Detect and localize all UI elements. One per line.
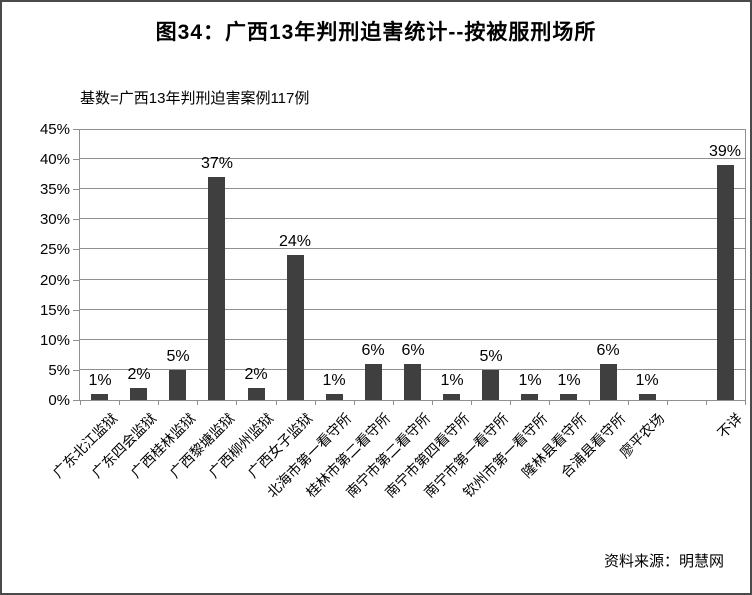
y-axis-tick-label: 20% — [39, 272, 70, 289]
bar — [521, 394, 538, 400]
y-axis-tick-label: 15% — [39, 302, 70, 319]
y-axis-tick — [73, 280, 80, 281]
y-axis-tick-label: 0% — [48, 392, 70, 409]
x-axis-tick — [510, 400, 511, 405]
bar-value-label: 1% — [88, 372, 112, 389]
bar-value-label: 5% — [479, 348, 503, 365]
chart-subtitle: 基数=广西13年判刑迫害案例117例 — [80, 90, 310, 107]
gridline — [80, 188, 745, 189]
bar-value-label: 1% — [557, 372, 581, 389]
x-axis-tick — [589, 400, 590, 405]
y-axis-tick-label: 45% — [39, 121, 70, 138]
x-axis-tick — [549, 400, 550, 405]
x-axis-label: 不详 — [714, 410, 746, 442]
y-axis-tick — [73, 219, 80, 220]
bar — [248, 388, 265, 400]
x-axis-tick — [628, 400, 629, 405]
y-axis-tick — [73, 340, 80, 341]
bar-value-label: 37% — [200, 155, 234, 172]
gridline — [80, 218, 745, 219]
bar-value-label: 6% — [361, 342, 385, 359]
x-axis-tick — [158, 400, 159, 405]
x-axis-tick — [667, 400, 668, 405]
y-axis-tick — [73, 400, 80, 401]
y-axis-tick — [73, 189, 80, 190]
bar — [560, 394, 577, 400]
x-axis-tick — [393, 400, 394, 405]
gridline — [80, 129, 745, 130]
x-axis-tick — [706, 400, 707, 405]
gridline — [80, 279, 745, 280]
y-axis-tick — [73, 129, 80, 130]
y-axis-tick-label: 30% — [39, 211, 70, 228]
bar-value-label: 2% — [127, 366, 151, 383]
bar — [482, 370, 499, 400]
y-axis-tick — [73, 310, 80, 311]
bar-value-label: 6% — [596, 342, 620, 359]
bar — [130, 388, 147, 400]
y-axis-tick — [73, 159, 80, 160]
bar — [717, 165, 734, 400]
x-axis-tick — [354, 400, 355, 405]
x-axis-tick — [236, 400, 237, 405]
bar — [287, 255, 304, 400]
x-axis-tick — [432, 400, 433, 405]
bar-value-label: 24% — [278, 233, 312, 250]
bar-value-label: 1% — [518, 372, 542, 389]
bar — [208, 177, 225, 400]
bar — [326, 394, 343, 400]
gridline — [80, 339, 745, 340]
x-axis-tick — [197, 400, 198, 405]
bar — [404, 364, 421, 400]
bar — [365, 364, 382, 400]
bar-value-label: 2% — [244, 366, 268, 383]
x-axis-tick — [745, 400, 746, 405]
bar-value-label: 1% — [635, 372, 659, 389]
gridline — [80, 309, 745, 310]
bar — [443, 394, 460, 400]
y-axis-tick-label: 35% — [39, 181, 70, 198]
y-axis-tick-label: 10% — [39, 332, 70, 349]
y-axis-tick — [73, 249, 80, 250]
x-axis-tick — [119, 400, 120, 405]
x-axis-tick — [471, 400, 472, 405]
x-axis-tick — [276, 400, 277, 405]
bar-value-label: 6% — [401, 342, 425, 359]
chart-title: 图34：广西13年判刑迫害统计--按被服刑场所 — [155, 21, 597, 44]
y-axis-tick — [73, 370, 80, 371]
y-axis-tick-label: 40% — [39, 151, 70, 168]
bar — [169, 370, 186, 400]
gridline — [80, 248, 745, 249]
x-axis-tick — [315, 400, 316, 405]
bar — [600, 364, 617, 400]
bar — [91, 394, 108, 400]
bar-value-label: 39% — [708, 143, 742, 160]
bar-value-label: 1% — [440, 372, 464, 389]
y-axis-tick-label: 5% — [48, 362, 70, 379]
gridline — [80, 158, 745, 159]
y-axis-tick-label: 25% — [39, 241, 70, 258]
source-note: 资料来源：明慧网 — [603, 553, 724, 570]
bar-value-label: 5% — [166, 348, 190, 365]
x-axis-tick — [80, 400, 81, 405]
bar-value-label: 1% — [322, 372, 346, 389]
plot-area: 1% 广东北江监狱 2% 广东四会监狱 5% 广西桂林监狱 37% 广西黎塘监狱 2% 广西柳州监… — [50, 129, 746, 501]
bar — [639, 394, 656, 400]
